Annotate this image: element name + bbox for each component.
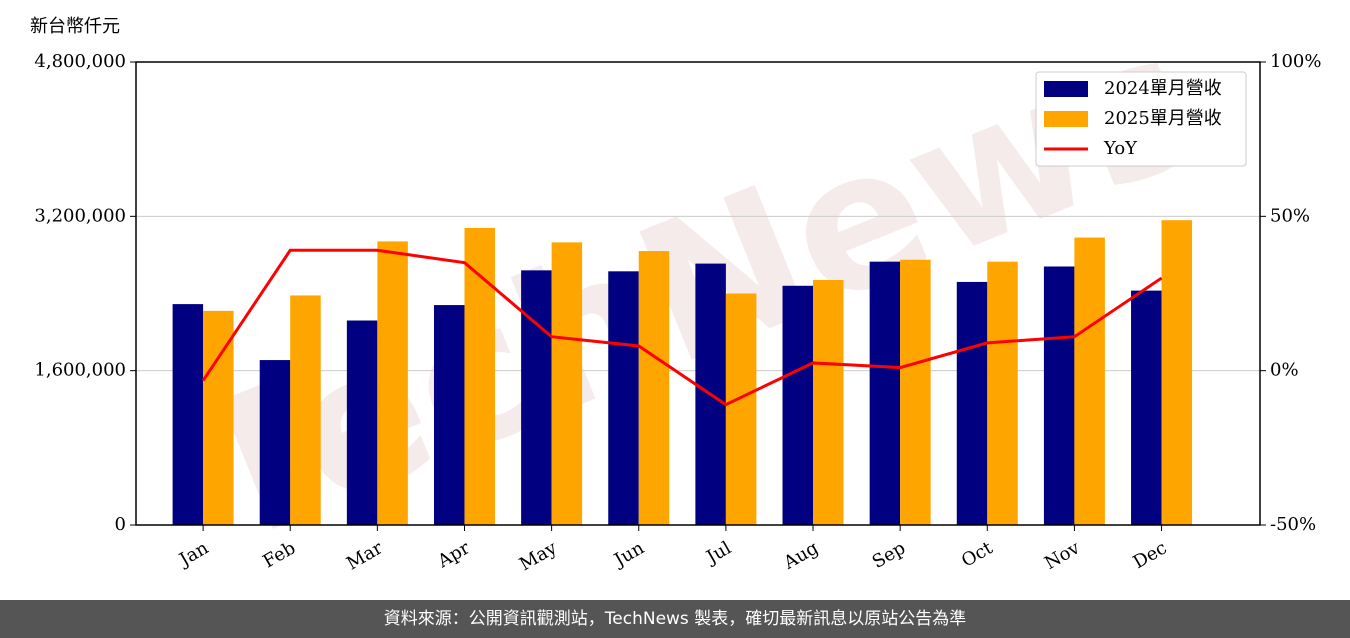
legend-box — [1035, 71, 1247, 167]
bar — [172, 304, 204, 525]
x-tick-label: Nov — [1041, 537, 1084, 574]
bar — [203, 310, 234, 525]
bar — [1161, 220, 1193, 526]
x-tick-label: Aug — [779, 537, 822, 574]
x-tick-label: Sep — [869, 537, 909, 572]
yoy-line — [201, 248, 1163, 407]
legend-label: 2025單月營收 — [1104, 108, 1222, 129]
x-tick-label: Dec — [1130, 537, 1171, 573]
bar — [1131, 290, 1162, 525]
bar — [638, 251, 670, 525]
bar — [782, 285, 814, 525]
legend-swatch — [1044, 111, 1088, 127]
y-tick-label: 3,200,000 — [34, 205, 126, 226]
bar — [956, 281, 988, 525]
x-tick-label: Jan — [174, 537, 212, 571]
legend-swatch — [1044, 81, 1088, 97]
y2-tick-label: 50% — [1270, 205, 1310, 226]
bar — [259, 360, 291, 525]
bar — [290, 295, 321, 525]
bar — [551, 242, 583, 526]
bar — [377, 241, 408, 525]
y-tick-label: 1,600,000 — [34, 360, 126, 381]
legend-label: 2024單月營收 — [1104, 78, 1222, 99]
y2-tick-label: 100% — [1270, 51, 1321, 72]
y-tick-label: 0 — [115, 514, 126, 535]
bar — [1074, 237, 1105, 525]
y2-tick-label: -50% — [1270, 514, 1316, 535]
x-tick-label: May — [516, 537, 561, 575]
x-tick-label: Oct — [958, 537, 997, 572]
unit-label: 新台幣仟元 — [30, 16, 120, 37]
chart: 新台幣仟元 TechNews01,600,0003,200,0004,800,0… — [30, 0, 1321, 588]
legend-label: YoY — [1103, 138, 1138, 159]
bar — [464, 227, 495, 526]
bar — [987, 261, 1018, 525]
x-tick-label: Apr — [433, 537, 473, 572]
bar — [725, 293, 757, 525]
bar — [433, 305, 465, 525]
y-tick-label: 4,800,000 — [34, 51, 126, 72]
y2-tick-label: 0% — [1270, 360, 1299, 381]
footer: 資料來源：公開資訊觀測站，TechNews 製表，確切最新訊息以原站公告為準 — [0, 600, 1350, 638]
bar — [346, 320, 378, 525]
bar — [608, 271, 639, 525]
bar — [1043, 266, 1075, 525]
x-tick-label: Jun — [609, 537, 648, 572]
bar — [521, 270, 552, 525]
bar — [900, 259, 931, 525]
bar — [813, 279, 844, 525]
plot-frame — [135, 61, 1261, 526]
bar — [869, 261, 901, 525]
x-tick-label: Jul — [701, 537, 735, 569]
